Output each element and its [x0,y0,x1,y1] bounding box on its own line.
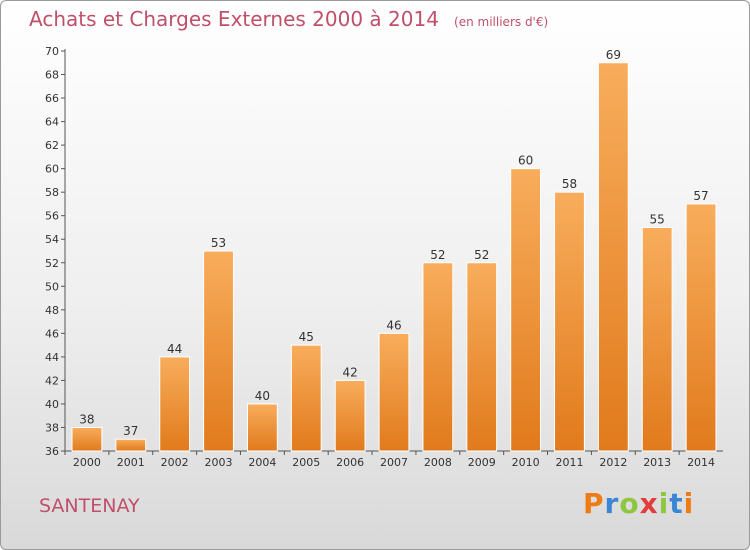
data-label-2002: 44 [167,342,182,356]
data-label-2011: 58 [562,177,577,191]
data-label-2003: 53 [211,236,226,250]
data-label-2007: 46 [386,318,401,332]
x-tick-label: 2009 [468,456,496,469]
data-label-2009: 52 [474,248,489,262]
data-label-2013: 55 [650,212,665,226]
y-tick-label: 68 [45,69,59,82]
y-tick-label: 40 [45,398,59,411]
bar-2011 [554,191,585,452]
y-tick-label: 66 [45,92,59,105]
bar-2009 [466,262,498,452]
x-tick-label: 2003 [205,456,233,469]
chart-unit: (en milliers d'€) [454,15,549,29]
y-tick-label: 42 [45,374,59,387]
x-tick-label: 2010 [512,456,540,469]
bar-2006 [334,379,366,452]
data-label-2010: 60 [518,154,533,168]
bar-2007 [378,332,410,452]
x-tick-label: 2002 [161,456,189,469]
data-label-2012: 69 [606,48,621,62]
bar-2003 [203,250,234,452]
data-label-2004: 40 [255,389,270,403]
y-tick-label: 50 [45,280,59,293]
x-tick-label: 2011 [555,456,583,469]
bar-2010 [510,168,542,452]
y-tick-label: 54 [45,233,59,246]
bar-2001 [115,438,147,452]
y-tick-label: 56 [45,210,59,223]
data-label-2006: 42 [342,365,357,379]
y-tick-label: 62 [45,139,59,152]
data-label-2008: 52 [430,248,445,262]
bar-2005 [290,344,322,452]
x-tick-label: 2005 [292,456,320,469]
chart-bars: 38 37 44 53 40 45 42 46 52 52 60 58 69 55 57 [71,48,717,452]
x-tick-label: 2007 [380,456,408,469]
data-label-2001: 37 [123,424,138,438]
bar-2012 [597,62,629,452]
data-label-2000: 38 [79,412,94,426]
bar-2014 [685,203,717,452]
y-tick-label: 70 [45,45,59,58]
y-tick-label: 38 [45,421,59,434]
bar-2013 [641,226,673,452]
x-tick-label: 2006 [336,456,364,469]
chart-title: Achats et Charges Externes 2000 à 2014 [29,7,439,31]
y-tick-label: 64 [45,116,59,129]
y-tick-label: 36 [45,445,59,458]
chart-header: Achats et Charges Externes 2000 à 2014 (… [29,7,548,31]
data-label-2014: 57 [693,189,708,203]
bar-2000 [71,426,103,452]
x-tick-label: 2004 [248,456,276,469]
x-tick-label: 2000 [73,456,101,469]
y-tick-label: 48 [45,304,59,317]
data-label-2005: 45 [299,330,314,344]
bar-2002 [159,356,191,452]
x-tick-label: 2013 [643,456,671,469]
x-tick-label: 2012 [599,456,627,469]
proxiti-logo[interactable]: Proxiti [583,487,695,520]
y-tick-label: 46 [45,327,59,340]
chart-axes: 36 38 40 42 44 46 48 50 52 54 56 58 60 62 64 66 68 70 2000… [45,45,723,469]
bar-2008 [422,262,454,452]
y-tick-label: 60 [45,163,59,176]
x-tick-label: 2001 [117,456,145,469]
y-tick-label: 58 [45,186,59,199]
bar-2004 [246,403,278,452]
commune-name: SANTENAY [39,495,140,517]
y-tick-label: 52 [45,257,59,270]
x-tick-label: 2008 [424,456,452,469]
y-tick-label: 44 [45,351,59,364]
x-tick-label: 2014 [687,456,715,469]
